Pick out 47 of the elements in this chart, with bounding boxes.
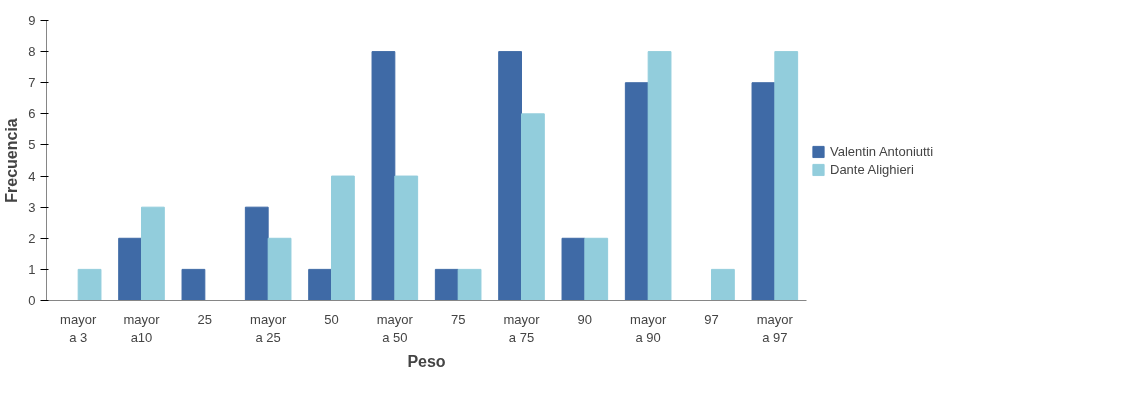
x-tick-label: mayor a10	[123, 311, 161, 345]
y-tick-label: 3	[28, 199, 36, 215]
y-tick-label: 5	[28, 137, 36, 153]
bar	[308, 268, 332, 301]
y-tick-label: 0	[28, 293, 36, 308]
bar	[141, 206, 165, 301]
x-axis-title: Peso	[407, 352, 446, 370]
x-tick-label: 97	[704, 311, 719, 327]
bar	[77, 268, 102, 301]
y-axis-title: Frecuencia	[3, 118, 21, 203]
x-tick-label: 90	[577, 311, 593, 327]
x-tick-label: mayor a 50	[376, 311, 414, 345]
x-tick-label: 25	[197, 311, 213, 327]
bar	[774, 51, 799, 301]
y-tick-label: 7	[28, 75, 36, 91]
bar	[584, 237, 609, 301]
bar	[434, 268, 459, 301]
y-tick-label: 1	[28, 261, 36, 277]
x-tick-label: mayor a 75	[503, 311, 541, 345]
y-tick-label: 6	[28, 106, 36, 122]
x-tick-label: 50	[324, 311, 339, 327]
x-tick-label: mayor a 3	[60, 311, 97, 345]
bar	[457, 268, 482, 301]
legend-label: Valentin Antoniutti	[830, 143, 934, 159]
y-tick-label: 2	[28, 230, 36, 246]
bar	[751, 82, 776, 301]
bar	[394, 175, 419, 301]
bar	[331, 175, 355, 301]
bar	[624, 82, 649, 301]
bar	[267, 237, 292, 301]
x-tick-label: mayor a 97	[756, 311, 794, 345]
bar	[647, 51, 672, 301]
x-tick-label: mayor a 90	[630, 311, 667, 345]
x-tick-label: 75	[450, 311, 466, 327]
x-tick-label: mayor a 25	[250, 311, 287, 345]
y-tick-label: 4	[28, 168, 36, 184]
bar	[181, 268, 206, 301]
bar	[561, 237, 586, 301]
bar	[498, 51, 522, 301]
y-tick-label: 8	[28, 44, 36, 60]
bar	[244, 206, 269, 301]
bar	[371, 51, 396, 301]
y-tick-label: 9	[28, 13, 36, 28]
bar	[711, 268, 735, 301]
bar	[118, 237, 142, 301]
legend-label: Dante Alighieri	[830, 161, 914, 177]
bar	[521, 113, 545, 301]
